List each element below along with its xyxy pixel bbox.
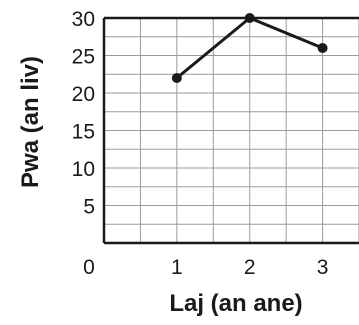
origin-label: 0 (83, 256, 95, 279)
data-point-1 (171, 73, 182, 83)
grid-lines (104, 18, 359, 243)
data-points (171, 13, 328, 83)
y-tick-label-10: 10 (72, 158, 95, 181)
x-tick-labels: 1 2 3 (171, 256, 328, 279)
x-tick-label-2: 2 (244, 256, 256, 279)
x-tick-label-1: 1 (171, 256, 183, 279)
x-axis-title: Laj (an ane) (169, 290, 302, 317)
y-axis-title: Pwa (an liv) (17, 56, 44, 188)
y-tick-label-30: 30 (72, 8, 95, 31)
axes (102, 16, 359, 245)
y-tick-label-5: 5 (83, 196, 95, 219)
y-tick-label-25: 25 (72, 46, 95, 69)
y-tick-labels: 5 10 15 20 25 30 (72, 8, 95, 219)
y-tick-label-15: 15 (72, 121, 95, 144)
data-point-3 (317, 43, 328, 53)
y-tick-label-20: 20 (72, 83, 95, 106)
data-point-2 (244, 13, 255, 23)
x-tick-label-3: 3 (317, 256, 329, 279)
